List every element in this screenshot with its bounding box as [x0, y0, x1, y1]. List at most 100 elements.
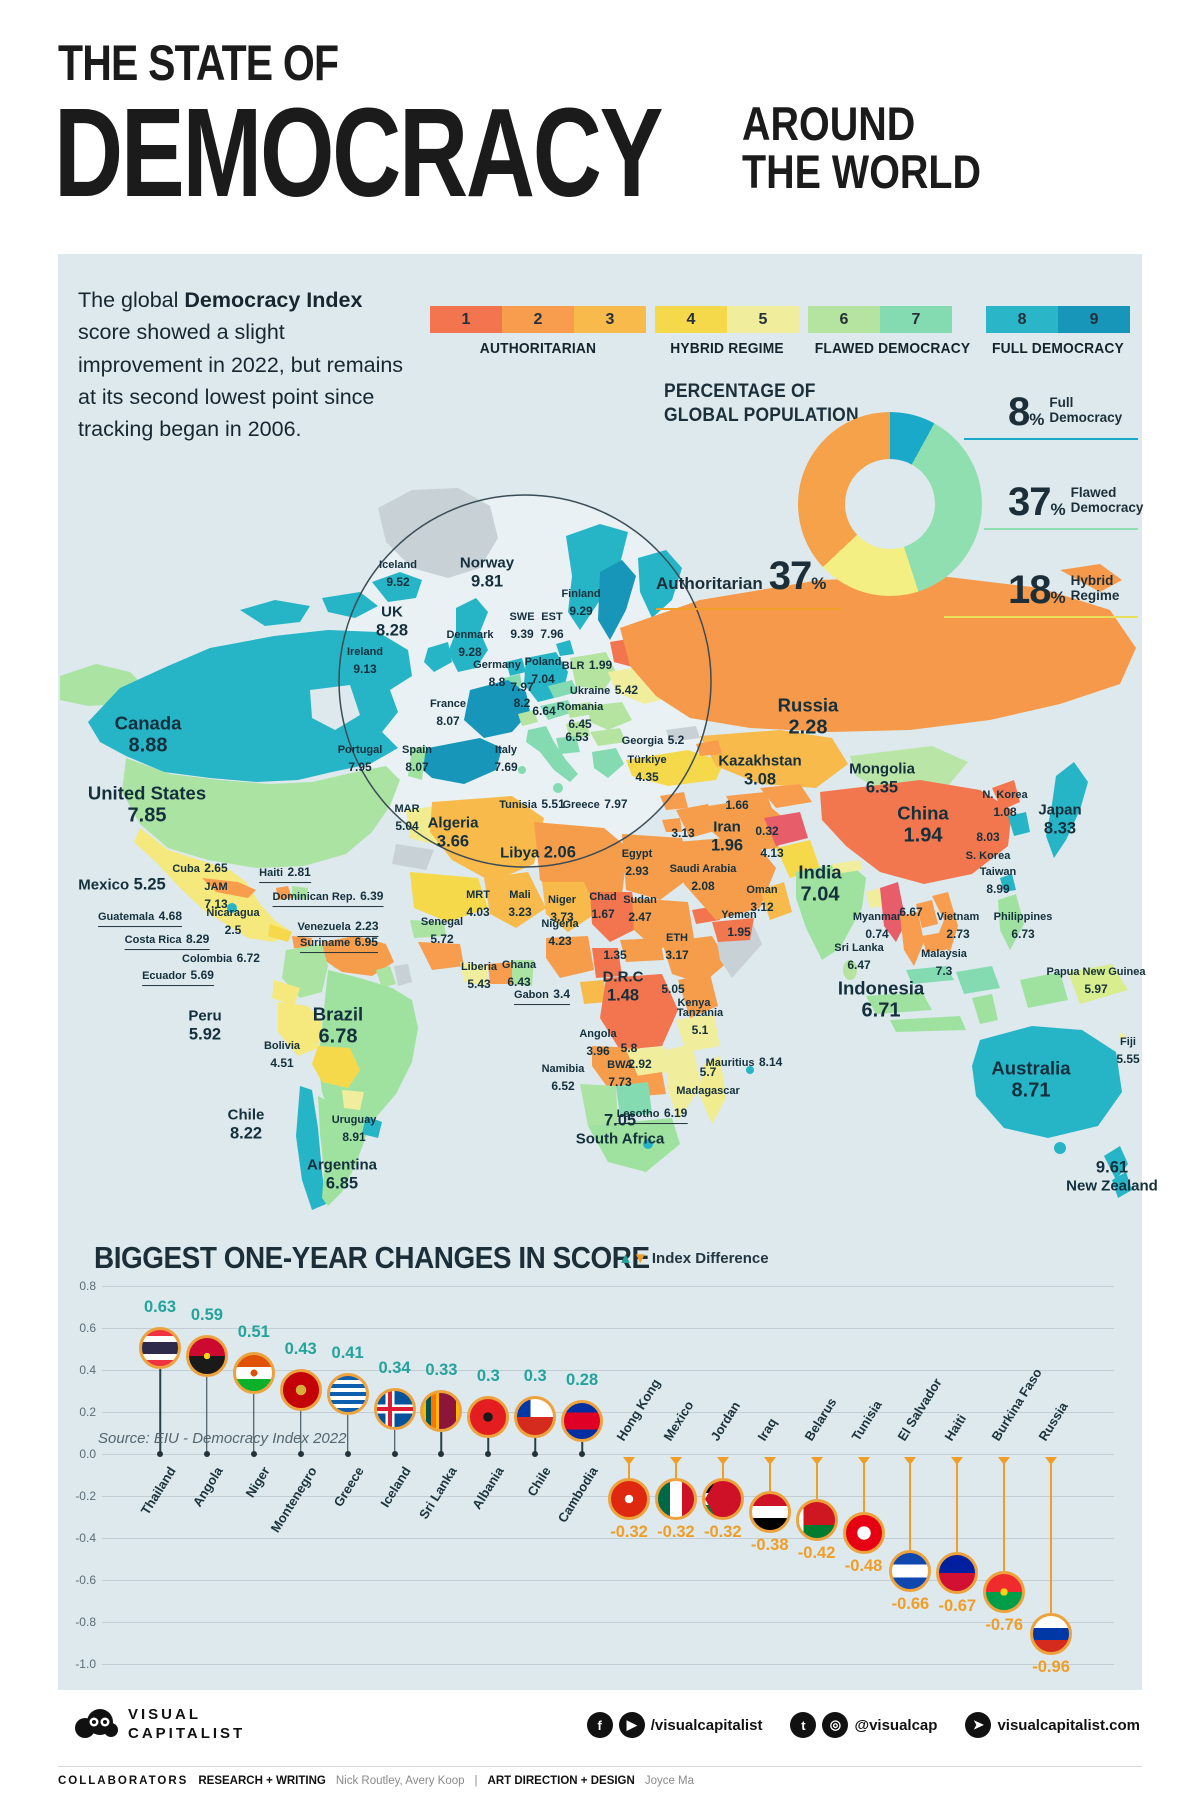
region-europe-inset	[372, 524, 724, 793]
map-label: MAR 5.04	[394, 803, 420, 833]
map-label: MRT 4.03	[466, 889, 490, 919]
map-label: 9.61 New Zealand	[1066, 1158, 1158, 1195]
scale-cell: 7	[880, 306, 952, 333]
down-marker-icon	[669, 1457, 682, 1465]
down-marker-icon	[951, 1457, 964, 1465]
map-label: Iceland 9.52	[379, 559, 417, 589]
stem-line	[721, 1464, 724, 1479]
map-label: Spain 8.07	[402, 744, 432, 774]
map-label: France 8.07	[429, 698, 467, 728]
visual-capitalist-logo[interactable]: VISUAL CAPITALIST	[72, 1706, 245, 1744]
axis-dot	[250, 1451, 257, 1457]
scale-group-label: AUTHORITARIAN	[479, 340, 597, 357]
map-label: Tanzania 5.1	[676, 1007, 724, 1037]
social-icon[interactable]: ▶	[618, 1712, 645, 1738]
map-label: N. Korea 1.08	[982, 789, 1028, 819]
map-label: Yemen 1.95	[721, 909, 757, 939]
stem-line	[909, 1464, 912, 1550]
stem-line	[206, 1377, 208, 1454]
map-label: Egypt 2.93	[621, 848, 653, 878]
scale-group-label: FULL DEMOCRACY	[992, 340, 1124, 357]
map-label: Ecuador 5.69	[142, 966, 214, 986]
brand-mark-icon	[75, 1708, 118, 1738]
country-flag	[842, 1511, 885, 1554]
gridline	[102, 1286, 1114, 1287]
country-flag	[326, 1372, 369, 1415]
collaborators-bar: COLLABORATORS RESEARCH + WRITING Nick Ro…	[58, 1766, 1142, 1787]
social-handle[interactable]: @visualcap	[854, 1716, 938, 1734]
stem-line	[253, 1393, 255, 1454]
map-label: Oman 3.12	[746, 884, 778, 914]
infographic-panel: The global Democracy Index score showed …	[58, 254, 1158, 1690]
map-label: Brazil 6.78	[312, 1003, 364, 1048]
map-label: Papua New Guinea 5.97	[1046, 966, 1146, 996]
map-label: 1.35	[603, 948, 627, 963]
y-axis-tick: -1.0	[75, 1657, 96, 1671]
map-label: Portugal 7.95	[337, 744, 383, 774]
map-label: Nigeria 4.23	[541, 918, 579, 948]
map-label: Iran 1.96	[710, 818, 744, 855]
gridline	[102, 1538, 1114, 1539]
social-icon[interactable]: ◎	[822, 1712, 849, 1738]
map-label: 4.13	[760, 846, 784, 861]
country-flag	[514, 1396, 557, 1438]
title-side: AROUND THE WORLD	[742, 97, 982, 198]
donut-callout-flawed-democracy: 37%Flawed Democracy	[984, 480, 1143, 530]
y-axis-tick: 0.4	[79, 1363, 96, 1377]
gridline	[102, 1454, 1114, 1455]
footer: VISUAL CAPITALIST f ▶ /visualcapitalist t ◎ @…	[0, 1690, 1200, 1800]
change-value: -0.67	[938, 1596, 977, 1615]
gridline	[102, 1328, 1114, 1329]
axis-dot	[485, 1451, 492, 1457]
map-label: Tunisia 5.51	[499, 797, 565, 812]
social-handle[interactable]: visualcapitalist.com	[997, 1716, 1140, 1734]
population-donut-chart: PERCENTAGE OF GLOBAL POPULATION Authorit…	[656, 372, 1143, 618]
country-flag	[936, 1551, 979, 1594]
country-flag	[232, 1351, 275, 1394]
change-value: 0.3	[523, 1367, 547, 1385]
map-label: Taiwan 8.99	[979, 866, 1017, 896]
stem-line	[628, 1464, 630, 1479]
stem-line	[393, 1429, 396, 1454]
change-value: 0.51	[237, 1322, 270, 1341]
map-label: Ireland 9.13	[346, 646, 384, 676]
social-icon[interactable]: f	[586, 1712, 613, 1738]
map-label: Türkiye 4.35	[627, 754, 667, 784]
map-label: Angola 3.96	[579, 1028, 617, 1058]
stem-line	[862, 1464, 865, 1512]
gridline	[102, 1370, 1114, 1371]
scale-group-label: HYBRID REGIME	[670, 340, 784, 357]
map-label: Costa Rica 8.29	[124, 930, 210, 950]
map-label: Russia 2.28	[777, 694, 839, 739]
changes-chart: BIGGEST ONE-YEAR CHANGES IN SCORE ▲▼ Ind…	[58, 1238, 1142, 1690]
map-label: Senegal 5.72	[420, 916, 464, 946]
world-map: Canada 8.88 United States 7.85 Mexico 5.25 Cu…	[60, 480, 1158, 1447]
stem-line	[487, 1438, 490, 1454]
map-label: 7.05 South Africa	[575, 1111, 665, 1148]
map-label: Myanmar 0.74	[852, 911, 902, 941]
map-label: Indonesia 6.71	[837, 977, 925, 1022]
continent-asia	[620, 564, 1136, 1032]
country-flag	[373, 1387, 416, 1430]
social-icon[interactable]: ➤	[965, 1712, 992, 1738]
scale-group: 6 7 FLAWED DEMOCRACY	[808, 306, 977, 357]
social-icon[interactable]: t	[790, 1712, 817, 1738]
score-scale-legend: 1 2 3 AUTHORITARIAN 4 5 HYBRID REGIME 6 7 FLAWED …	[430, 306, 1131, 357]
map-label: Dominican Rep. 6.39	[272, 887, 384, 907]
map-label: 8.03 S. Korea	[965, 830, 1011, 862]
social-handle[interactable]: /visualcapitalist	[650, 1716, 763, 1734]
map-label: D.R.C 1.48	[602, 968, 644, 1005]
country-flag	[608, 1478, 650, 1521]
map-label: Namibia 6.52	[541, 1063, 585, 1093]
map-label: 8.2	[513, 696, 531, 711]
map-label: 3.13	[671, 826, 695, 841]
map-label: Lesotho 6.19	[616, 1104, 688, 1124]
down-marker-icon	[810, 1457, 823, 1465]
scale-group: 4 5 HYBRID REGIME	[655, 306, 799, 357]
map-label: 5.7 Madagascar	[676, 1065, 740, 1097]
gridline	[102, 1664, 1114, 1665]
map-label: Liberia 5.43	[460, 961, 498, 991]
map-label: 6.64	[532, 704, 556, 719]
up-triangle-icon: ▲	[618, 1250, 633, 1267]
changes-chart-title: BIGGEST ONE-YEAR CHANGES IN SCORE	[94, 1240, 650, 1275]
